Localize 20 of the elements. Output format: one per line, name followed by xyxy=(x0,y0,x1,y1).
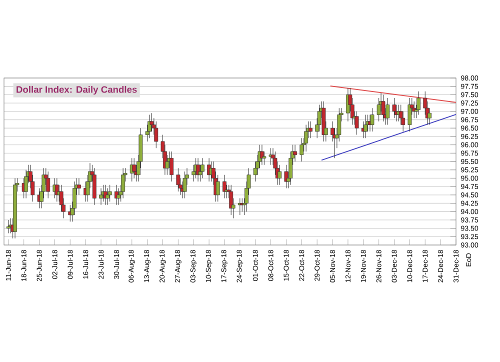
candlestick xyxy=(222,174,226,199)
candlestick xyxy=(216,174,220,202)
candlestick xyxy=(408,98,412,132)
candlestick xyxy=(116,188,121,206)
candlestick xyxy=(182,171,187,199)
candlestick xyxy=(92,168,96,206)
text: Dollar Index: Daily Candles xyxy=(16,86,137,95)
candlestick xyxy=(293,144,298,162)
candlestick xyxy=(108,184,112,202)
candlestick xyxy=(392,98,396,118)
candlestick xyxy=(364,114,368,138)
candlestick xyxy=(229,184,234,216)
candlestick xyxy=(278,164,282,186)
candlestick xyxy=(200,158,204,178)
candlestick xyxy=(106,188,110,206)
candlestick xyxy=(176,168,180,192)
candlestick xyxy=(121,168,126,199)
candlestick xyxy=(370,108,374,132)
candlestick xyxy=(132,158,136,178)
candlestick xyxy=(154,121,158,148)
